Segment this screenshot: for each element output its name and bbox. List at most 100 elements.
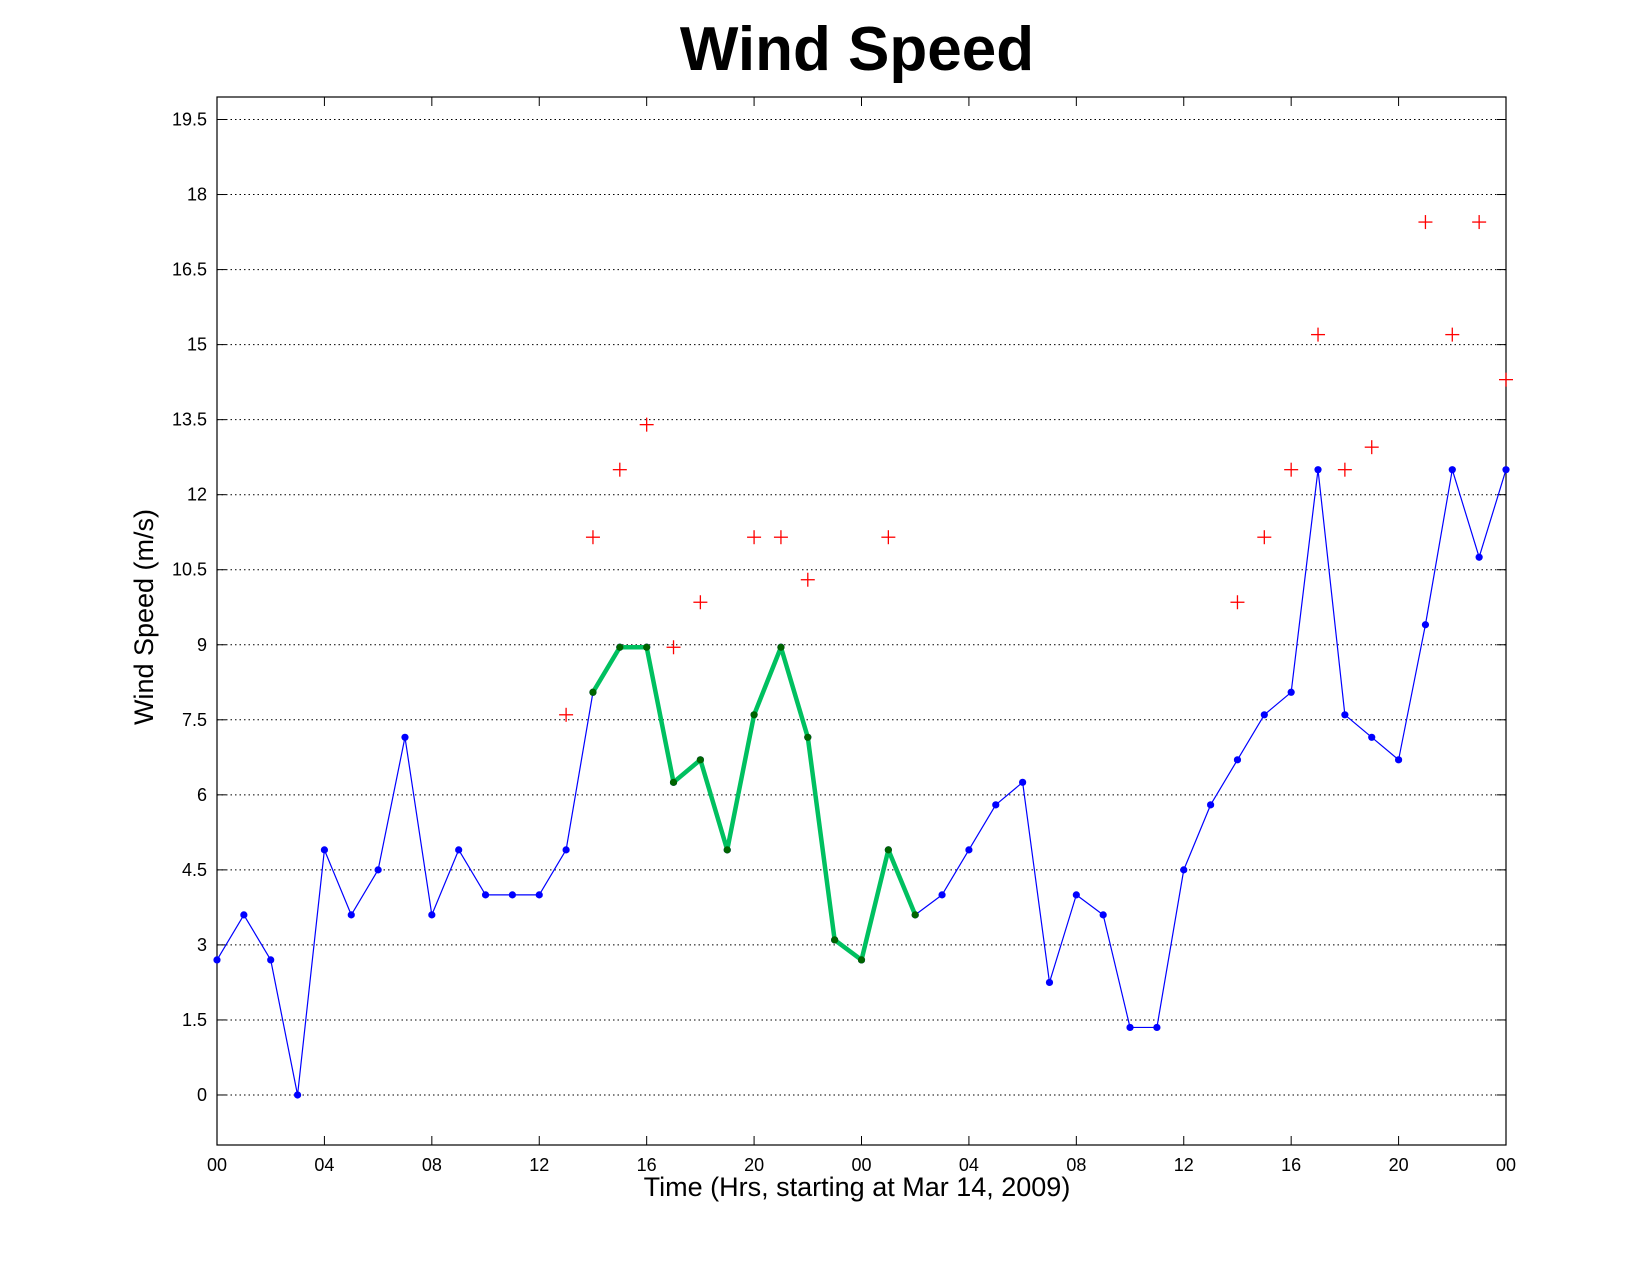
data-point — [1475, 553, 1483, 561]
data-point — [992, 801, 1000, 809]
data-point — [374, 866, 382, 874]
y-tick-label: 15 — [187, 335, 207, 355]
data-point — [1153, 1023, 1161, 1032]
x-axis-ticks: 00 04 08 12 16 20 00 04 08 12 16 20 00 — [207, 97, 1516, 1175]
highlight-data-point — [831, 936, 839, 944]
data-point — [508, 891, 516, 899]
data-point — [535, 891, 543, 899]
x-tick-label: 08 — [422, 1155, 442, 1175]
plus-marker — [1337, 462, 1352, 477]
data-point — [1207, 801, 1215, 809]
x-tick-label: 04 — [959, 1155, 979, 1175]
x-tick-label: 08 — [1066, 1155, 1086, 1175]
x-tick-label: 16 — [1281, 1155, 1301, 1175]
x-tick-label: 00 — [207, 1155, 227, 1175]
data-point — [1287, 688, 1295, 696]
y-tick-label: 3 — [197, 935, 207, 955]
data-point — [347, 911, 355, 919]
y-tick-label: 19.5 — [172, 110, 207, 130]
y-tick-label: 18 — [187, 185, 207, 205]
highlight-data-point — [723, 846, 731, 854]
y-tick-label: 16.5 — [172, 260, 207, 280]
thick-line-markers-series — [589, 643, 919, 964]
data-point — [1502, 466, 1510, 474]
data-point — [240, 911, 248, 919]
y-tick-label: 9 — [197, 635, 207, 655]
highlight-data-point — [643, 643, 651, 651]
data-point — [1314, 466, 1322, 474]
plus-marker — [1257, 530, 1272, 545]
plus-marker — [800, 572, 815, 587]
plus-marker — [639, 417, 654, 432]
data-point — [938, 891, 946, 899]
plus-markers-series — [559, 215, 1513, 722]
data-point — [562, 846, 570, 854]
x-tick-label: 04 — [314, 1155, 334, 1175]
highlight-data-point — [884, 846, 892, 854]
y-tick-label: 0 — [197, 1085, 207, 1105]
x-tick-label: 20 — [744, 1155, 764, 1175]
plus-marker — [747, 530, 762, 545]
data-point — [1180, 866, 1188, 874]
plot-area-frame — [216, 96, 1507, 1146]
plus-marker — [585, 530, 600, 545]
data-point — [1448, 466, 1456, 474]
data-point — [1126, 1023, 1134, 1032]
plus-marker — [1284, 462, 1299, 477]
y-tick-label: 4.5 — [182, 860, 207, 880]
plus-marker — [612, 462, 627, 477]
highlight-data-point — [669, 778, 678, 786]
series-layer — [213, 215, 1513, 1099]
highlight-data-point — [750, 711, 758, 719]
y-axis-ticks: 0 1.5 3 4.5 6 7.5 9 10.5 12 13.5 15 16.5 18 19.5 — [172, 110, 1506, 1105]
highlight-series-line — [591, 645, 918, 963]
x-tick-label: 12 — [1174, 1155, 1194, 1175]
x-tick-label: 00 — [1496, 1155, 1516, 1175]
data-point — [455, 846, 463, 854]
highlight-data-point — [911, 911, 919, 919]
x-tick-label: 16 — [637, 1155, 657, 1175]
plus-marker — [1364, 440, 1379, 455]
highlight-data-point — [777, 643, 785, 651]
highlight-data-point — [804, 733, 812, 741]
plus-marker — [881, 530, 896, 545]
data-point — [267, 956, 275, 964]
plus-marker — [559, 707, 574, 722]
highlight-data-point — [589, 688, 597, 696]
y-tick-label: 10.5 — [172, 560, 207, 580]
data-point — [1072, 891, 1080, 899]
data-point — [1394, 756, 1403, 764]
data-point — [1341, 711, 1349, 719]
plus-marker — [1418, 215, 1433, 230]
plus-marker — [1230, 595, 1245, 610]
chart-title: Wind Speed — [680, 15, 1034, 84]
grid-lines — [217, 119, 1506, 1096]
data-point — [1368, 733, 1376, 741]
y-axis-label: Wind Speed (m/s) — [129, 509, 159, 725]
data-point — [213, 956, 221, 964]
plus-marker — [1445, 327, 1460, 342]
x-tick-label: 12 — [529, 1155, 549, 1175]
y-tick-label: 6 — [197, 785, 207, 805]
y-tick-label: 13.5 — [172, 410, 207, 430]
data-point — [293, 1091, 302, 1099]
highlight-data-point — [857, 956, 866, 964]
data-point — [1421, 621, 1430, 629]
y-tick-label: 1.5 — [182, 1010, 207, 1030]
series-line — [216, 469, 1507, 1096]
highlight-data-point — [696, 756, 704, 764]
plus-marker — [1311, 327, 1326, 342]
line-markers-series — [213, 466, 1510, 1099]
data-point — [1260, 711, 1268, 719]
data-point — [1019, 778, 1027, 786]
plus-marker — [1472, 215, 1487, 230]
plus-marker — [693, 595, 708, 610]
data-point — [1099, 911, 1107, 919]
data-point — [1233, 756, 1242, 764]
data-point — [320, 846, 329, 854]
x-tick-label: 00 — [851, 1155, 871, 1175]
x-tick-label: 20 — [1389, 1155, 1409, 1175]
data-point — [481, 891, 490, 899]
data-point — [965, 846, 973, 854]
